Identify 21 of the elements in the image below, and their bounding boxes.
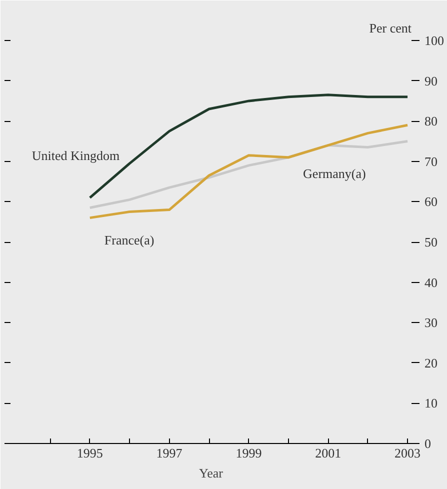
x-tick-label: 2003: [394, 446, 421, 460]
y-tick-label: 70: [424, 154, 438, 169]
x-tick-label: 2001: [315, 446, 342, 460]
x-tick-label: 1995: [76, 446, 103, 460]
series-label: Germany(a): [303, 166, 366, 181]
x-tick-label: 1999: [236, 446, 262, 460]
y-tick-label: 10: [424, 396, 438, 411]
y-tick-label: 0: [424, 436, 431, 451]
y-tick-label: 20: [424, 355, 438, 370]
series-label: France(a): [104, 232, 154, 248]
y-tick-label: 60: [424, 194, 438, 210]
y-tick-label: 80: [424, 114, 438, 129]
x-tick-label: 1997: [156, 446, 183, 460]
y-tick-label: 50: [424, 234, 438, 250]
y-axis-title: Per cent: [369, 20, 412, 36]
y-tick-label: 90: [424, 73, 438, 88]
x-axis-title: Year: [199, 466, 224, 480]
y-tick-label: 40: [424, 274, 438, 290]
y-tick-label: 100: [424, 33, 444, 48]
y-tick-label: 30: [424, 315, 438, 330]
series-label: United Kingdom: [32, 148, 120, 163]
